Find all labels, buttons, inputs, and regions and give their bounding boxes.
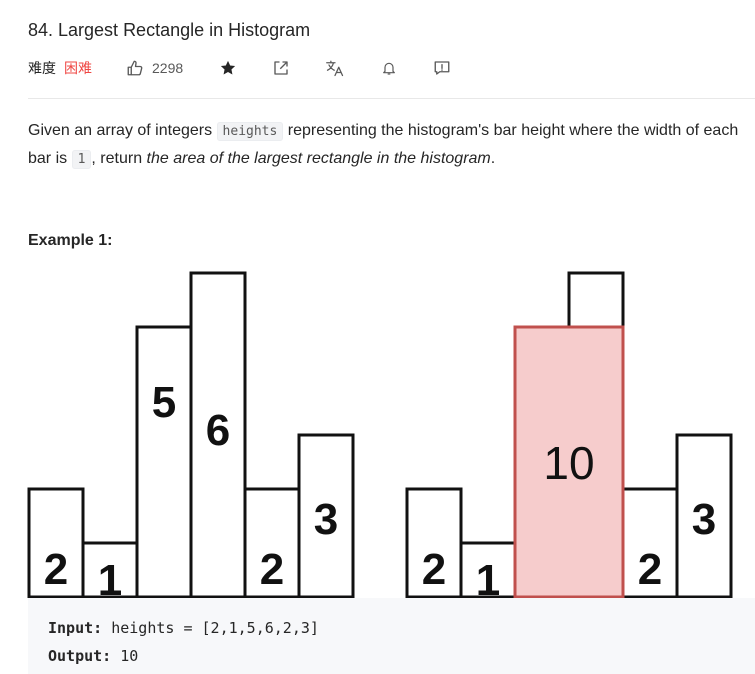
input-value: heights = [2,1,5,6,2,3]	[111, 619, 319, 637]
inline-code-one: 1	[71, 150, 92, 169]
largest-rectangle-label: 10	[543, 437, 594, 489]
thumbs-up-icon	[127, 60, 143, 76]
inline-code-heights: heights	[216, 122, 284, 141]
bar-label: 1	[98, 556, 122, 598]
bar-label: 3	[314, 495, 338, 544]
histogram-bar	[27, 487, 85, 598]
like-count: 2298	[152, 60, 184, 76]
histogram-bar	[243, 487, 301, 598]
example-title: Example 1:	[28, 232, 113, 249]
bar-label: 2	[638, 545, 662, 594]
difficulty-value: 困难	[64, 60, 92, 76]
example-code-block: Input: heights = [2,1,5,6,2,3] Output: 1…	[28, 598, 755, 674]
description-paragraph: Given an array of integers heights repre…	[28, 117, 755, 173]
bar-label: 2	[44, 545, 68, 594]
bar-label: 1	[476, 556, 500, 598]
bar-label: 2	[422, 545, 446, 594]
largest-rectangle	[513, 325, 625, 598]
feedback-icon	[434, 61, 450, 75]
notification-button[interactable]	[381, 59, 397, 77]
bar-label: 6	[206, 406, 230, 455]
description-emphasis: the area of the largest rectangle in the…	[146, 150, 491, 167]
share-icon	[274, 61, 288, 75]
description-text: representing the histogram's bar height …	[28, 122, 739, 167]
output-line: Output: 10	[48, 642, 755, 670]
problem-description: Given an array of integers heights repre…	[28, 117, 755, 173]
bar-label: 3	[692, 495, 716, 544]
problem-meta-bar: 难度 困难 2298	[28, 57, 755, 79]
output-value: 10	[120, 647, 139, 665]
histogram-bar	[675, 433, 733, 598]
star-icon	[221, 60, 236, 75]
share-button[interactable]	[272, 59, 290, 77]
like-button[interactable]: 2298	[126, 59, 183, 77]
translate-button[interactable]	[325, 59, 345, 77]
input-label: Input:	[48, 619, 103, 637]
difficulty-label: 难度	[28, 60, 56, 76]
output-label: Output:	[48, 647, 112, 665]
translate-icon	[326, 60, 344, 77]
description-text: , return	[91, 150, 147, 167]
histogram-bar	[405, 487, 463, 598]
description-text: .	[490, 150, 496, 167]
bar-label: 2	[260, 545, 284, 594]
problem-title: 84. Largest Rectangle in Histogram	[28, 20, 311, 40]
description-text: Given an array of integers	[28, 122, 217, 139]
histogram-bar	[459, 541, 517, 598]
favorite-button[interactable]	[219, 59, 237, 77]
feedback-button[interactable]	[433, 59, 451, 77]
input-line: Input: heights = [2,1,5,6,2,3]	[48, 614, 755, 642]
bell-icon	[383, 62, 396, 75]
histogram-bar	[297, 433, 355, 598]
histogram-bar	[135, 325, 193, 598]
bar-label: 5	[152, 378, 176, 427]
histogram-bar	[189, 271, 247, 598]
header-divider	[28, 98, 755, 99]
